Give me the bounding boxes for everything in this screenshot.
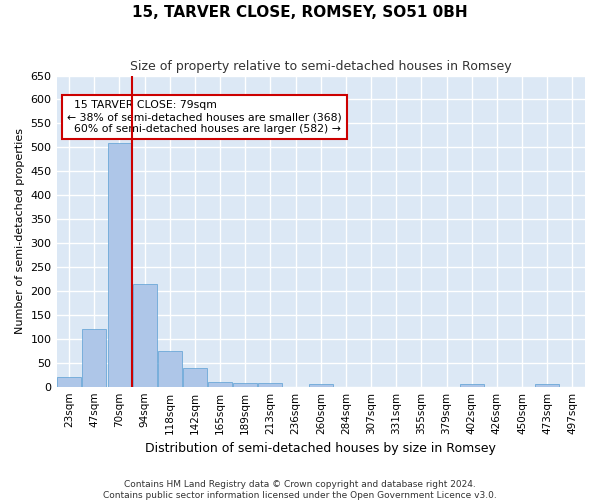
Bar	[107, 142, 131, 386]
Bar	[259, 383, 283, 386]
Bar	[460, 384, 484, 386]
Bar	[535, 384, 559, 386]
Text: Contains HM Land Registry data © Crown copyright and database right 2024.
Contai: Contains HM Land Registry data © Crown c…	[103, 480, 497, 500]
X-axis label: Distribution of semi-detached houses by size in Romsey: Distribution of semi-detached houses by …	[145, 442, 496, 455]
Bar	[158, 351, 182, 386]
Title: Size of property relative to semi-detached houses in Romsey: Size of property relative to semi-detach…	[130, 60, 512, 73]
Bar	[133, 284, 157, 386]
Bar	[57, 377, 81, 386]
Bar	[82, 329, 106, 386]
Bar	[183, 368, 207, 386]
Y-axis label: Number of semi-detached properties: Number of semi-detached properties	[15, 128, 25, 334]
Bar	[233, 383, 257, 386]
Text: 15 TARVER CLOSE: 79sqm  
← 38% of semi-detached houses are smaller (368)
  60% o: 15 TARVER CLOSE: 79sqm ← 38% of semi-det…	[67, 100, 342, 134]
Bar	[309, 384, 333, 386]
Text: 15, TARVER CLOSE, ROMSEY, SO51 0BH: 15, TARVER CLOSE, ROMSEY, SO51 0BH	[132, 5, 468, 20]
Bar	[208, 382, 232, 386]
